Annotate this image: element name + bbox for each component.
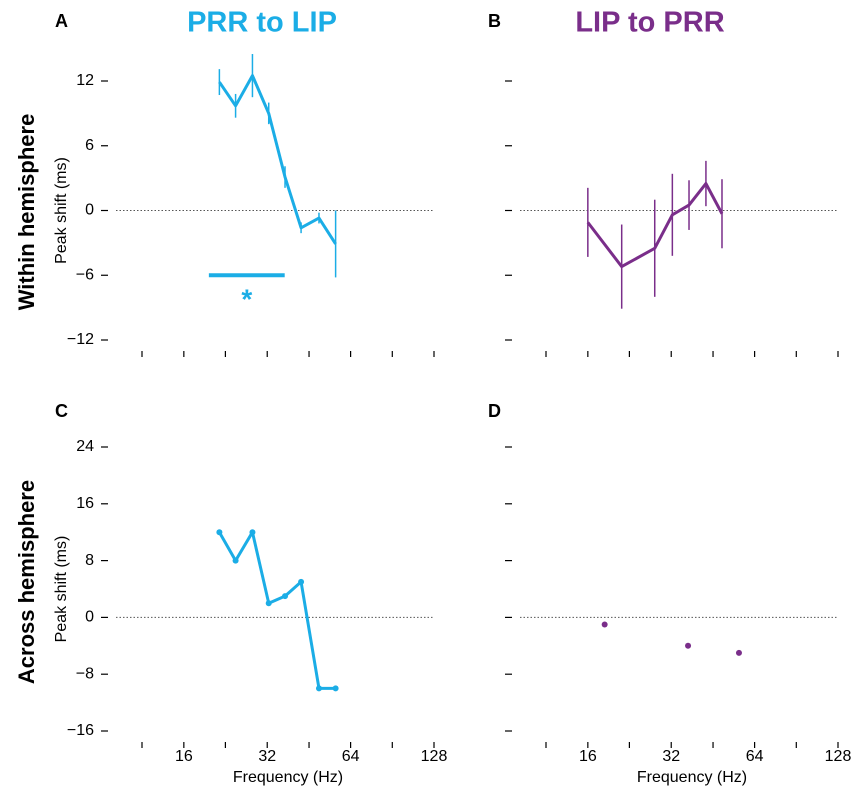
panel-label: C [55,401,68,421]
y-tick-label: −8 [76,665,94,682]
y-tick-label: 24 [76,438,94,455]
column-title: PRR to LIP [187,7,337,39]
point [735,649,742,656]
y-tick-label: 0 [85,202,94,219]
x-axis-label: Frequency (Hz) [637,769,747,786]
x-tick-label: 64 [746,748,764,765]
panel-label: A [55,11,68,31]
point [265,600,272,607]
point [685,642,692,649]
y-axis-label: Peak shift (ms) [53,536,70,643]
x-tick-label: 16 [175,748,193,765]
x-axis-label: Frequency (Hz) [233,769,343,786]
x-tick-label: 32 [662,748,680,765]
point [216,529,223,536]
row-label: Within hemisphere [14,114,39,311]
panel-label: B [488,11,501,31]
x-tick-label: 128 [825,748,852,765]
y-tick-label: 0 [85,609,94,626]
y-tick-label: −16 [67,722,94,739]
point [601,621,608,628]
point [232,557,239,564]
row-label: Across hemisphere [14,480,39,684]
line [218,74,337,245]
line [586,182,724,269]
x-tick-label: 64 [342,748,360,765]
point [315,685,322,692]
x-tick-label: 16 [579,748,597,765]
y-tick-label: 8 [85,552,94,569]
y-axis-label: Peak shift (ms) [53,157,70,264]
line [218,530,336,690]
significance-label: * [241,284,252,315]
y-tick-label: −6 [76,266,94,283]
y-tick-label: 16 [76,495,94,512]
y-tick-label: 12 [76,72,94,89]
column-title: LIP to PRR [575,7,724,39]
y-tick-label: −12 [67,331,94,348]
x-tick-label: 32 [258,748,276,765]
panel-label: D [488,401,501,421]
point [282,593,289,600]
y-tick-label: 6 [85,137,94,154]
point [249,529,256,536]
x-tick-label: 128 [421,748,448,765]
point [332,685,339,692]
point [298,578,305,585]
